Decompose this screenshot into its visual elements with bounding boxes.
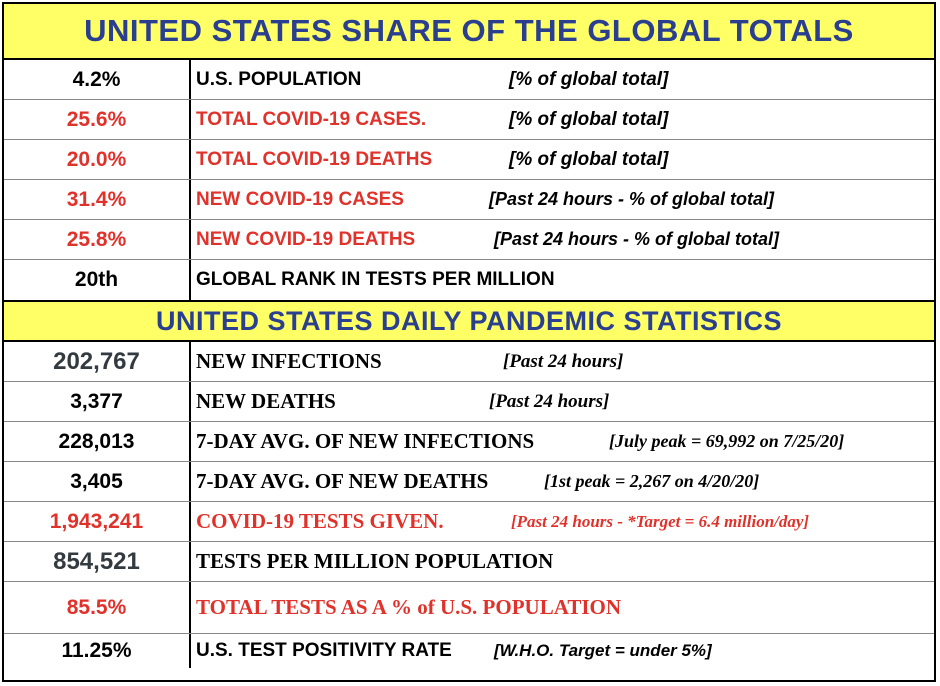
table-row: 3,405 7-DAY AVG. OF NEW DEATHS [1st peak… (4, 462, 934, 502)
stat-note: [1st peak = 2,267 on 4/20/20] (544, 471, 760, 491)
stat-note: [W.H.O. Target = under 5%] (494, 641, 712, 660)
section1-title-banner: UNITED STATES SHARE OF THE GLOBAL TOTALS (4, 4, 934, 60)
table-row: 31.4% NEW COVID-19 CASES [Past 24 hours … (4, 180, 934, 220)
table-row: 1,943,241 COVID-19 TESTS GIVEN. [Past 24… (4, 502, 934, 542)
table-row: 20th GLOBAL RANK IN TESTS PER MILLION (4, 260, 934, 300)
stat-label: TESTS PER MILLION POPULATION (196, 549, 554, 573)
stat-label: 7-DAY AVG. OF NEW INFECTIONS (196, 429, 535, 453)
stat-label: NEW COVID-19 CASES (196, 188, 404, 210)
stat-label: 7-DAY AVG. OF NEW DEATHS (196, 469, 489, 493)
table-row: 3,377 NEW DEATHS [Past 24 hours] (4, 382, 934, 422)
table-row: 228,013 7-DAY AVG. OF NEW INFECTIONS [Ju… (4, 422, 934, 462)
stat-note: [% of global total] (509, 68, 669, 90)
stat-note: [Past 24 hours - % of global total] (489, 189, 775, 209)
stat-value: 3,377 (4, 382, 191, 421)
stat-note: [Past 24 hours - % of global total] (494, 229, 780, 249)
table-row: 25.8% NEW COVID-19 DEATHS [Past 24 hours… (4, 220, 934, 260)
stat-value: 20th (4, 260, 191, 300)
stat-value: 25.6% (4, 100, 191, 139)
stat-note: [Past 24 hours] (489, 390, 610, 412)
stat-value: 85.5% (4, 582, 191, 633)
stat-value: 854,521 (4, 542, 191, 581)
stat-label: TOTAL COVID-19 DEATHS (196, 148, 433, 170)
stat-value: 4.2% (4, 60, 191, 99)
stat-note: [Past 24 hours - *Target = 6.4 million/d… (511, 511, 810, 531)
section2-title: UNITED STATES DAILY PANDEMIC STATISTICS (155, 305, 783, 336)
stat-label: GLOBAL RANK IN TESTS PER MILLION (196, 269, 555, 290)
stat-label: U.S. POPULATION (196, 68, 362, 90)
stat-label: NEW COVID-19 DEATHS (196, 228, 416, 250)
table-row: 85.5% TOTAL TESTS AS A % of U.S. POPULAT… (4, 582, 934, 634)
stat-label: U.S. TEST POSITIVITY RATE (196, 640, 452, 661)
stat-label: NEW DEATHS (196, 389, 336, 413)
stat-value: 202,767 (4, 342, 191, 381)
stat-value: 228,013 (4, 422, 191, 461)
stat-value: 11.25% (4, 634, 191, 668)
stat-label: NEW INFECTIONS (196, 349, 382, 373)
stat-value: 20.0% (4, 140, 191, 179)
stat-note: [July peak = 69,992 on 7/25/20] (609, 431, 845, 451)
stat-label: COVID-19 TESTS GIVEN. (196, 509, 444, 533)
stat-note: [Past 24 hours] (503, 350, 624, 372)
stat-note: [% of global total] (509, 108, 669, 130)
stat-note: [% of global total] (509, 148, 669, 170)
table-row: 25.6% TOTAL COVID-19 CASES. [% of global… (4, 100, 934, 140)
table-row: 20.0% TOTAL COVID-19 DEATHS [% of global… (4, 140, 934, 180)
table-row: 202,767 NEW INFECTIONS [Past 24 hours] (4, 342, 934, 382)
section2-title-banner: UNITED STATES DAILY PANDEMIC STATISTICS (4, 300, 934, 342)
table-row: 11.25% U.S. TEST POSITIVITY RATE [W.H.O.… (4, 634, 934, 668)
stat-value: 25.8% (4, 220, 191, 259)
stat-label: TOTAL COVID-19 CASES. (196, 108, 427, 130)
table-row: 4.2% U.S. POPULATION [% of global total] (4, 60, 934, 100)
section1-title: UNITED STATES SHARE OF THE GLOBAL TOTALS (84, 13, 854, 48)
table-row: 854,521 TESTS PER MILLION POPULATION (4, 542, 934, 582)
stat-value: 3,405 (4, 462, 191, 501)
stat-label: TOTAL TESTS AS A % of U.S. POPULATION (196, 595, 621, 619)
stat-value: 1,943,241 (4, 502, 191, 541)
stat-value: 31.4% (4, 180, 191, 219)
